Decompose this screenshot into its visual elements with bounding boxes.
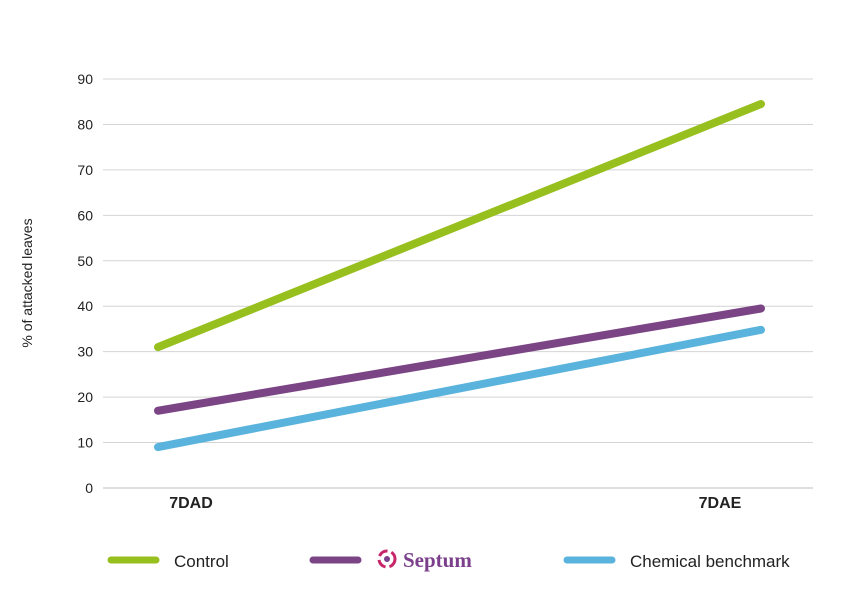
septum-logo-mark [377, 549, 397, 569]
gridlines [103, 78, 813, 489]
y-tick-labels: 0 10 20 30 40 50 60 70 80 90 [77, 71, 93, 496]
y-tick-label-30: 30 [77, 344, 93, 360]
septum-logo-wordmark: Septum [403, 548, 472, 572]
series-line-control [154, 99, 765, 352]
x-tick-labels: 7DAD 7DAE [169, 495, 741, 512]
x-tick-label-7dad: 7DAD [169, 495, 213, 512]
series-line-chemical-benchmark [154, 325, 765, 452]
y-tick-label-40: 40 [77, 298, 93, 314]
series-line-septum [154, 304, 765, 415]
series-lines [154, 99, 765, 452]
legend-label-chemical-benchmark: Chemical benchmark [630, 552, 790, 571]
y-tick-label-80: 80 [77, 116, 93, 132]
y-tick-label-90: 90 [77, 71, 93, 87]
septum-logo-dot [384, 556, 390, 562]
y-tick-label-10: 10 [77, 435, 93, 451]
y-tick-label-60: 60 [77, 207, 93, 223]
legend-label-control: Control [174, 552, 229, 571]
y-tick-label-50: 50 [77, 253, 93, 269]
y-axis-title: % of attacked leaves [19, 218, 35, 347]
y-tick-label-70: 70 [77, 162, 93, 178]
legend: Control Septum Chemical benchmark [107, 548, 790, 572]
x-tick-label-7dae: 7DAE [699, 495, 742, 512]
y-tick-label-0: 0 [85, 480, 93, 496]
septum-logo: Septum [377, 548, 472, 572]
y-tick-label-20: 20 [77, 389, 93, 405]
